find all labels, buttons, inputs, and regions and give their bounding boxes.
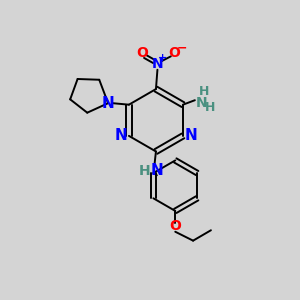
- Text: N: N: [196, 96, 207, 110]
- Text: −: −: [177, 42, 187, 55]
- Text: N: N: [115, 128, 128, 143]
- Text: N: N: [102, 96, 115, 111]
- Text: O: O: [168, 46, 180, 60]
- Text: +: +: [158, 53, 167, 64]
- Text: O: O: [136, 46, 148, 60]
- Text: N: N: [151, 163, 163, 178]
- Text: N: N: [184, 128, 197, 143]
- Text: H: H: [205, 101, 215, 114]
- Text: H: H: [199, 85, 209, 98]
- Text: H: H: [139, 164, 151, 178]
- Text: O: O: [169, 219, 181, 233]
- Text: N: N: [152, 57, 163, 71]
